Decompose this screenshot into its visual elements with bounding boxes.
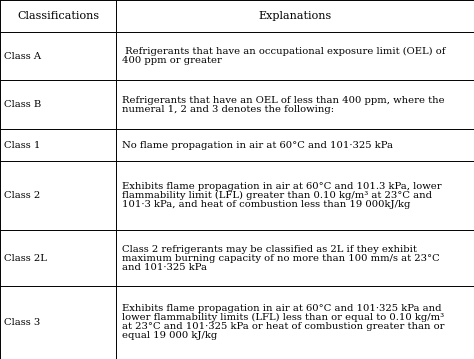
Text: lower flammability limits (LFL) less than or equal to 0.10 kg/m³: lower flammability limits (LFL) less tha… [122,313,444,322]
Text: Class B: Class B [4,101,41,109]
Text: Class 1: Class 1 [4,141,40,150]
Text: numeral 1, 2 and 3 denotes the following:: numeral 1, 2 and 3 denotes the following… [122,105,334,114]
Text: Class A: Class A [4,52,41,61]
Text: flammability limit (LFL) greater than 0.10 kg/m³ at 23°C and: flammability limit (LFL) greater than 0.… [122,191,432,200]
Text: Class 2: Class 2 [4,191,40,200]
Text: equal 19 000 kJ/kg: equal 19 000 kJ/kg [122,331,217,340]
Text: Exhibits flame propagation in air at 60°C and 101·325 kPa and: Exhibits flame propagation in air at 60°… [122,304,441,313]
Text: Explanations: Explanations [258,11,332,21]
Text: Refrigerants that have an occupational exposure limit (OEL) of: Refrigerants that have an occupational e… [122,47,445,56]
Text: Refrigerants that have an OEL of less than 400 ppm, where the: Refrigerants that have an OEL of less th… [122,96,445,105]
Text: 101·3 kPa, and heat of combustion less than 19 000kJ/kg: 101·3 kPa, and heat of combustion less t… [122,200,410,209]
Text: Class 2L: Class 2L [4,253,46,262]
Text: 400 ppm or greater: 400 ppm or greater [122,56,222,65]
Text: Class 3: Class 3 [4,318,40,327]
Text: Class 2 refrigerants may be classified as 2L if they exhibit: Class 2 refrigerants may be classified a… [122,244,417,253]
Text: at 23°C and 101·325 kPa or heat of combustion greater than or: at 23°C and 101·325 kPa or heat of combu… [122,322,444,331]
Text: No flame propagation in air at 60°C and 101·325 kPa: No flame propagation in air at 60°C and … [122,141,393,150]
Text: Exhibits flame propagation in air at 60°C and 101.3 kPa, lower: Exhibits flame propagation in air at 60°… [122,182,441,191]
Text: and 101·325 kPa: and 101·325 kPa [122,262,207,271]
Text: Classifications: Classifications [17,11,99,21]
Text: maximum burning capacity of no more than 100 mm/s at 23°C: maximum burning capacity of no more than… [122,253,439,262]
